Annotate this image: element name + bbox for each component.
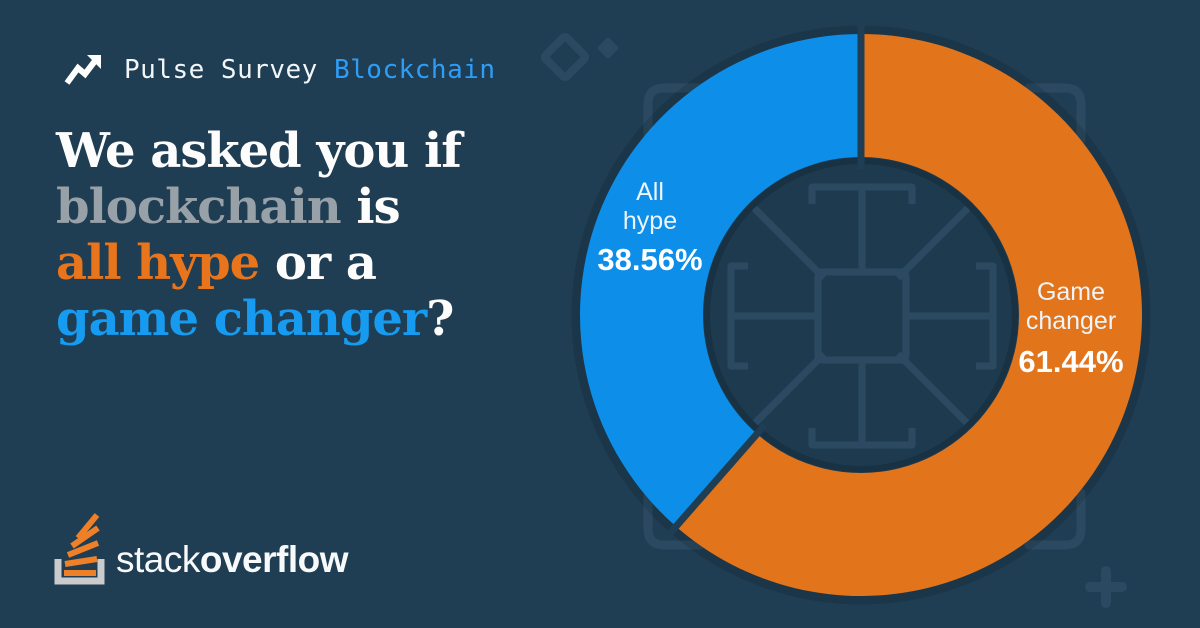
headline-line-4: game changer? bbox=[56, 291, 556, 347]
page-title: We asked you if blockchain is all hype o… bbox=[56, 123, 556, 347]
chip-diagonal-br bbox=[895, 351, 973, 429]
headline-segment-game-changer: game changer bbox=[56, 291, 427, 347]
donut-slice-gap bbox=[666, 422, 768, 537]
diamond-outline-icon bbox=[541, 33, 589, 81]
chip-pin-right bbox=[906, 262, 997, 370]
wordmark-stack: stack bbox=[116, 539, 200, 580]
corner-bracket-bottom-left bbox=[643, 488, 705, 550]
plus-icon bbox=[1085, 566, 1127, 608]
stackoverflow-logo: stackoverflow bbox=[54, 512, 349, 586]
headline-line-3: all hype or a bbox=[56, 235, 556, 291]
headline-line-2: blockchain is bbox=[56, 179, 556, 235]
chip-diagonal-tl bbox=[749, 203, 827, 281]
donut-slice-game-changer bbox=[675, 34, 1143, 596]
corner-bracket-bottom-right bbox=[1024, 488, 1086, 550]
stackoverflow-wordmark: stackoverflow bbox=[116, 539, 349, 586]
stackoverflow-logo-glyph bbox=[54, 513, 105, 585]
logo-bar-3 bbox=[66, 540, 100, 558]
wordmark-overflow: overflow bbox=[199, 539, 349, 580]
corner-brackets bbox=[643, 83, 1086, 550]
trending-up-icon bbox=[64, 55, 101, 85]
headline-segment: or a bbox=[259, 235, 377, 291]
chip-pin-left bbox=[727, 262, 818, 370]
corner-bracket-top-right bbox=[1024, 83, 1086, 145]
chip-diagonal-tr bbox=[895, 203, 973, 281]
logo-bar-2 bbox=[64, 556, 98, 567]
diamond-filled-icon bbox=[597, 37, 619, 59]
logo-tray bbox=[54, 559, 105, 585]
headline-segment: We asked you if bbox=[56, 123, 462, 179]
header: Pulse Survey Blockchain bbox=[64, 52, 496, 88]
header-text: Pulse Survey Blockchain bbox=[124, 55, 496, 85]
headline-segment-all-hype: all hype bbox=[56, 235, 260, 291]
chip-diagonal-bl bbox=[749, 351, 827, 429]
header-spacer bbox=[318, 55, 334, 85]
headline-segment: ? bbox=[426, 291, 454, 347]
headline-line-1: We asked you if bbox=[56, 123, 556, 179]
pulse-survey-label: Pulse Survey bbox=[124, 55, 318, 85]
donut-slice-all-hype bbox=[580, 34, 861, 527]
chip-pin-bottom bbox=[808, 360, 916, 449]
logo-bar-4 bbox=[70, 525, 100, 549]
corner-bracket-top-left bbox=[643, 83, 705, 145]
blockchain-label: Blockchain bbox=[334, 55, 496, 85]
logo-bar-5 bbox=[75, 513, 100, 540]
headline-segment-blockchain: blockchain bbox=[56, 179, 342, 235]
chip-pin-top bbox=[808, 183, 916, 272]
chip-pattern bbox=[727, 183, 997, 449]
headline-segment: is bbox=[340, 179, 400, 235]
